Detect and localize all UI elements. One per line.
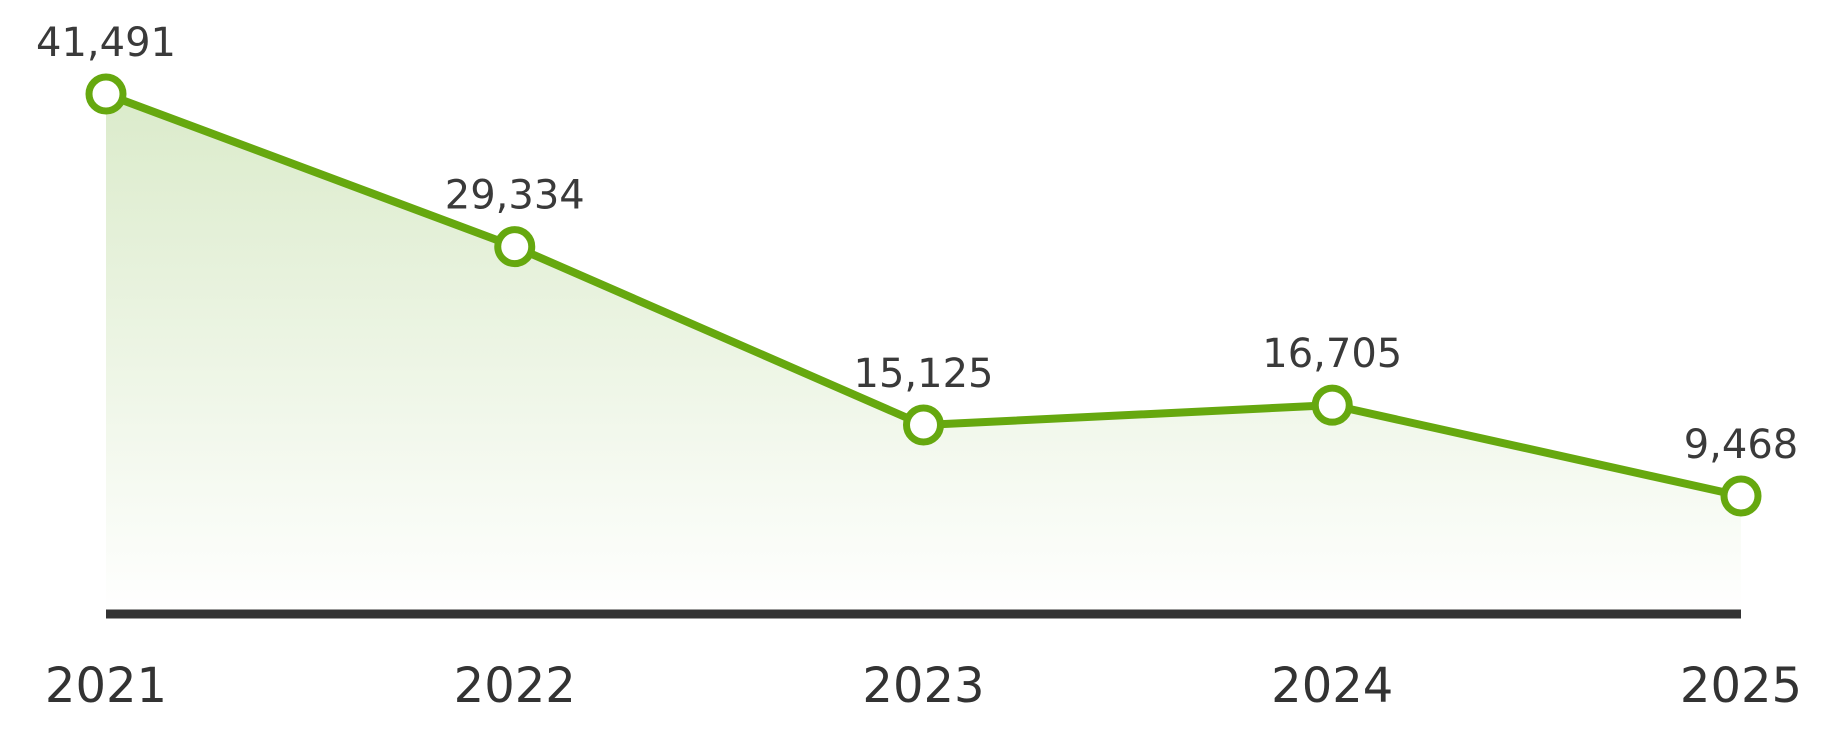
x-tick-label: 2021 <box>45 658 167 714</box>
data-point-marker[interactable] <box>494 226 536 268</box>
data-label: 9,468 <box>1684 422 1799 468</box>
data-point-marker[interactable] <box>1311 384 1353 426</box>
label-layer: 41,491 29,334 15,125 16,705 9,468 <box>36 20 1798 468</box>
data-label: 15,125 <box>854 351 994 397</box>
data-point-marker[interactable] <box>903 404 944 446</box>
marker-layer <box>85 73 1762 517</box>
area-fill <box>106 94 1741 614</box>
x-tick-label: 2023 <box>862 658 984 714</box>
data-label: 16,705 <box>1262 331 1402 377</box>
x-tick-label: 2025 <box>1680 658 1802 714</box>
x-tick-label: 2022 <box>454 658 576 714</box>
data-label: 41,491 <box>36 20 176 66</box>
x-tick-label: 2024 <box>1271 658 1393 714</box>
data-point-marker[interactable] <box>1720 475 1762 517</box>
area-layer <box>106 94 1741 614</box>
tick-layer: 2021 2022 2023 2024 2025 <box>45 658 1802 714</box>
data-label: 29,334 <box>445 173 585 219</box>
data-point-marker[interactable] <box>85 73 127 115</box>
